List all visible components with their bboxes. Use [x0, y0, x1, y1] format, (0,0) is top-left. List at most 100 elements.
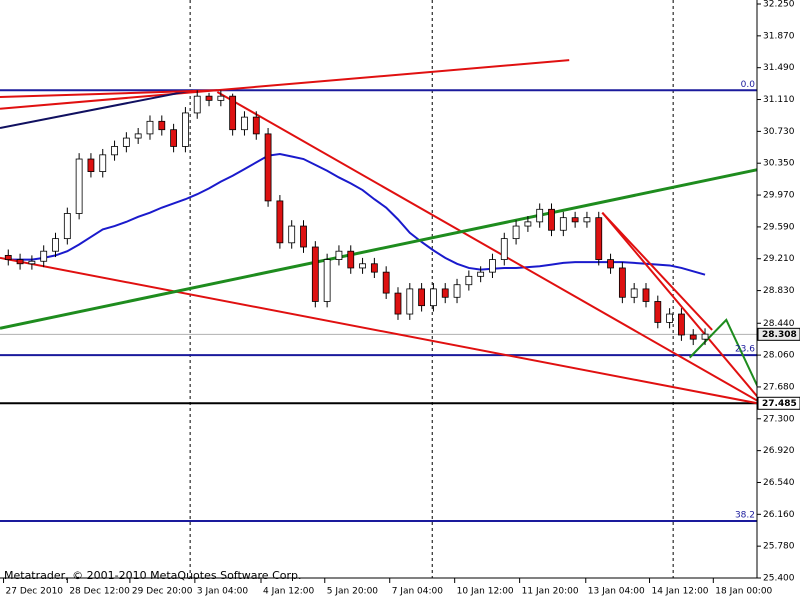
- candle-body: [642, 288, 650, 302]
- candle-body: [394, 292, 402, 315]
- footer: Metatrader, © 2001-2010 MetaQuotes Softw…: [4, 569, 301, 582]
- x-tick-label: 5 Jan 20:00: [327, 587, 379, 597]
- candle-body: [524, 221, 532, 227]
- trendline: [688, 318, 757, 388]
- x-tick-label: 28 Dec 12:00: [69, 587, 130, 597]
- moving-average: [8, 152, 706, 276]
- y-tick-label: 27.300: [763, 414, 795, 424]
- candle-body: [193, 95, 201, 114]
- candle-body: [4, 254, 12, 260]
- y-tick-label: 27.680: [763, 382, 795, 392]
- candle-body: [40, 250, 48, 262]
- trendline: [0, 256, 757, 405]
- trendline: [0, 168, 757, 330]
- y-tick-label: 28.060: [763, 351, 795, 361]
- candle-body: [241, 116, 248, 131]
- candle-body: [311, 246, 319, 302]
- candle-body: [701, 333, 709, 340]
- trendline: [216, 91, 757, 402]
- y-tick-label: 25.780: [763, 542, 795, 552]
- y-tick-label: 30.350: [763, 159, 795, 169]
- candle-body: [205, 95, 213, 101]
- fibo-label: 23.6: [735, 345, 755, 355]
- candle-body: [418, 288, 426, 307]
- candle-body: [347, 250, 355, 269]
- x-tick-label: 11 Jan 20:00: [522, 587, 579, 597]
- candle-body: [654, 301, 662, 323]
- candle-body: [276, 200, 284, 244]
- candle-body: [111, 146, 118, 156]
- candle-body: [146, 120, 154, 135]
- candle-body: [264, 133, 272, 202]
- candle-body: [630, 288, 638, 298]
- x-tick-label: 27 Dec 2010: [6, 587, 64, 597]
- y-tick-label: 31.490: [763, 63, 795, 73]
- y-tick-label: 26.920: [763, 446, 795, 456]
- candle-body: [618, 267, 626, 298]
- price-box: [757, 327, 800, 341]
- candle-body: [571, 217, 579, 223]
- candle-body: [548, 208, 555, 231]
- candle-body: [536, 208, 544, 223]
- candle-body: [252, 116, 260, 135]
- x-tick-label: 29 Dec 20:00: [132, 587, 193, 597]
- candle-body: [182, 112, 189, 147]
- trendline: [0, 89, 218, 99]
- candle-body: [158, 120, 166, 131]
- candle-body: [335, 250, 343, 260]
- candle-body: [453, 284, 461, 298]
- candle-body: [134, 133, 142, 139]
- y-tick-label: 25.400: [763, 574, 795, 584]
- candle-body: [678, 313, 685, 336]
- y-tick-label: 30.730: [763, 127, 795, 137]
- candle-body: [382, 271, 390, 294]
- candle-body: [430, 288, 437, 307]
- candle-body: [75, 158, 83, 214]
- candle-body: [99, 154, 107, 172]
- trendline: [0, 89, 193, 129]
- x-tick-label: 13 Jan 04:00: [588, 587, 645, 597]
- fibo-label: 38.2: [735, 511, 755, 521]
- candle-body: [300, 225, 307, 248]
- y-tick-label: 26.540: [763, 478, 795, 488]
- candle-body: [465, 275, 473, 286]
- y-tick-label: 29.970: [763, 191, 795, 201]
- candle-body: [607, 259, 614, 269]
- x-tick-label: 7 Jan 04:00: [392, 587, 444, 597]
- candle-body: [63, 213, 71, 240]
- y-tick-label: 28.830: [763, 286, 795, 296]
- x-tick-label: 3 Jan 04:00: [197, 587, 249, 597]
- candle-body: [500, 238, 508, 260]
- price-box: [757, 396, 800, 410]
- y-tick-label: 28.440: [763, 319, 795, 329]
- candle-body: [28, 260, 36, 265]
- candle-body: [52, 238, 59, 252]
- y-tick-label: 31.870: [763, 31, 795, 41]
- candle-body: [217, 95, 225, 101]
- y-tick-label: 29.590: [763, 222, 795, 232]
- candle-body: [489, 259, 496, 273]
- x-tick-label: 18 Jan 00:00: [715, 587, 772, 597]
- x-tick-label: 14 Jan 12:00: [652, 587, 709, 597]
- candle-body: [323, 259, 331, 302]
- candle-body: [370, 263, 378, 273]
- price-box-label: 27.485: [762, 399, 797, 409]
- y-tick-label: 31.110: [763, 95, 795, 105]
- x-tick-label: 10 Jan 12:00: [457, 587, 514, 597]
- plot-area: [0, 0, 757, 578]
- x-tick-label: 4 Jan 12:00: [263, 587, 315, 597]
- candle-body: [16, 259, 24, 265]
- candle-body: [288, 225, 296, 244]
- candle-body: [441, 288, 449, 298]
- price-box-label: 28.308: [762, 330, 797, 340]
- candle-body: [512, 225, 520, 240]
- candle-body: [87, 158, 95, 172]
- candle-body: [559, 217, 567, 231]
- y-tick-label: 32.250: [763, 0, 795, 10]
- fibo-label: 0.0: [741, 80, 756, 90]
- y-tick-label: 26.160: [763, 510, 795, 520]
- candle-body: [170, 129, 178, 147]
- trendline: [601, 212, 757, 398]
- candle-body: [583, 217, 591, 223]
